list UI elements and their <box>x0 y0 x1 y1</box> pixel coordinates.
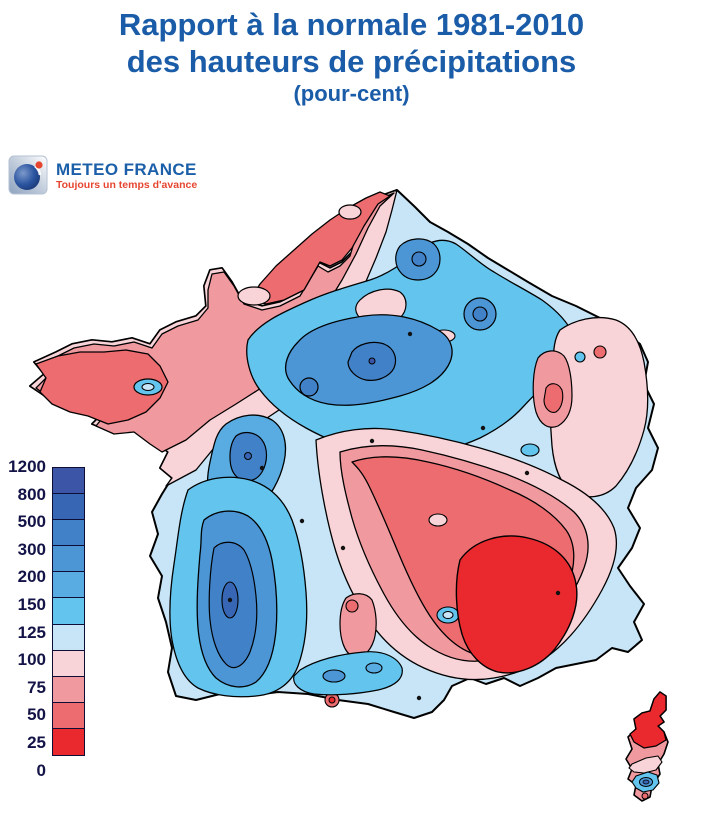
station-dot <box>340 545 346 551</box>
region-east-sky-spot-1 <box>520 443 540 457</box>
legend-seg-800-to-1200 <box>53 468 84 495</box>
legend-value-150: 150 <box>17 595 46 614</box>
legend-seg-200-to-300 <box>53 546 84 573</box>
logo-red-dot <box>35 161 43 169</box>
region-corsica-red-dot <box>641 792 649 800</box>
legend-value-200: 200 <box>17 567 46 587</box>
page-title-unit: (pour-cent) <box>293 81 410 106</box>
region-vosges-red-core <box>543 383 564 413</box>
legend-value-50: 50 <box>27 705 46 725</box>
region-roussillon-red-core <box>328 696 336 704</box>
logo-sphere <box>14 164 40 190</box>
color-scale-legend: 1200 800 500 300 200 150 125 100 75 50 25 0 <box>6 457 85 780</box>
region-south-pink-hole <box>428 513 448 527</box>
region-paris-core <box>411 251 427 267</box>
legend-seg-125-to-150 <box>53 598 84 625</box>
region-pyrenees-medium-2 <box>365 662 383 674</box>
region-north-tip-pink-spot <box>338 204 362 220</box>
region-corsica-navy-dot <box>642 779 650 785</box>
station-dot <box>416 695 422 701</box>
page-title-line2: des hauteurs de précipitations <box>126 44 577 79</box>
legend-value-500: 500 <box>17 512 46 532</box>
region-languedoc-red-dot <box>345 599 359 613</box>
legend-value-125: 125 <box>17 622 46 642</box>
meteo-france-logo-icon <box>8 155 48 195</box>
legend-value-0: 0 <box>36 760 46 780</box>
legend-seg-25-to-50 <box>53 702 84 729</box>
station-dot <box>555 590 561 596</box>
region-brittany-sky-spot-core <box>141 383 155 391</box>
station-dot <box>407 331 413 337</box>
legend-value-75: 75 <box>27 677 46 697</box>
region-corsica-red-north <box>629 691 667 749</box>
region-burgundy-core-dot <box>368 357 376 365</box>
legend-seg-100-to-125 <box>53 624 84 651</box>
region-cevennes-sky-core <box>442 611 454 619</box>
region-corsica-pink-band <box>628 755 663 774</box>
station-dot <box>299 518 305 524</box>
legend-seg-75-to-100 <box>53 650 84 677</box>
meteo-france-logo: METEO FRANCE Toujours un temps d'avance <box>8 155 197 195</box>
region-champagne-core <box>472 306 488 322</box>
legend-seg-500-to-800 <box>53 494 84 521</box>
legend-value-1200: 1200 <box>8 457 46 476</box>
region-brittany-red <box>35 349 169 425</box>
legend-seg-300-to-500 <box>53 520 84 547</box>
legend-seg-150-to-200 <box>53 572 84 599</box>
region-pyrenees-sky <box>293 651 403 696</box>
legend-value-300: 300 <box>17 539 46 559</box>
region-alsace-red-dot <box>593 345 607 359</box>
region-burgundy-core-2 <box>299 377 319 397</box>
legend-value-100: 100 <box>17 650 46 670</box>
region-pyrenees-medium-1 <box>322 669 346 683</box>
station-dot <box>524 470 530 476</box>
region-east-sky-spot-2 <box>574 351 586 363</box>
logo-tagline: Toujours un temps d'avance <box>56 179 198 191</box>
page-title-line1: Rapport à la normale 1981-2010 <box>118 7 585 42</box>
region-cotentin-pink-spot <box>237 286 271 306</box>
legend-colorbar <box>52 467 85 757</box>
logo-brand-name: METEO FRANCE <box>56 160 197 179</box>
title-block: Rapport à la normale 1981-2010 des haute… <box>0 6 703 107</box>
station-dot <box>259 465 265 471</box>
station-dot <box>227 597 233 603</box>
legend-seg-0-to-25 <box>53 728 84 756</box>
region-west-core-dot <box>244 452 252 460</box>
legend-value-800: 800 <box>17 484 46 504</box>
station-dots <box>227 331 561 701</box>
legend-value-25: 25 <box>27 733 46 752</box>
station-dot <box>480 425 486 431</box>
legend-labels: 1200 800 500 300 200 150 125 100 75 50 25 0 <box>6 457 46 780</box>
region-provence-bright-red <box>455 535 578 674</box>
station-dot <box>369 438 375 444</box>
region-languedoc-salmon <box>339 593 377 658</box>
legend-seg-50-to-75 <box>53 676 84 703</box>
